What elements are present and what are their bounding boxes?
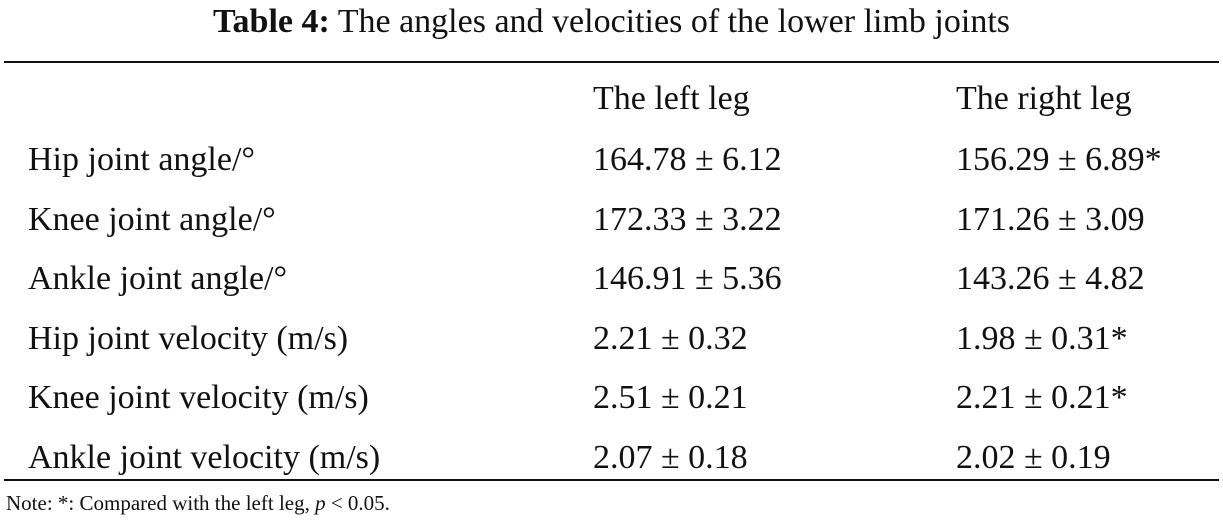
table-row: Ankle joint angle/° 146.91 ± 5.36 143.26…	[0, 249, 1223, 309]
right-leg-value: 2.02 ± 0.19	[956, 438, 1111, 476]
row-label: Knee joint velocity (m/s)	[28, 379, 369, 416]
left-leg-value: 146.91 ± 5.36	[593, 260, 782, 297]
table-row: Ankle joint velocity (m/s) 2.07 ± 0.18 2…	[0, 428, 1223, 488]
row-label: Hip joint angle/°	[28, 141, 256, 178]
column-header-right-leg: The right leg	[956, 80, 1132, 117]
row-label: Ankle joint angle/°	[28, 260, 288, 297]
table-row: Knee joint angle/° 172.33 ± 3.22 171.26 …	[0, 190, 1223, 250]
row-label: Knee joint angle/°	[28, 200, 276, 238]
left-leg-value: 2.21 ± 0.32	[593, 319, 748, 357]
row-label: Hip joint velocity (m/s)	[28, 319, 349, 357]
left-leg-value: 2.07 ± 0.18	[593, 438, 748, 476]
row-label: Ankle joint velocity (m/s)	[28, 438, 381, 476]
right-leg-value: 143.26 ± 4.82	[956, 260, 1145, 297]
table-row: Knee joint velocity (m/s) 2.51 ± 0.21 2.…	[0, 368, 1223, 428]
table-row: Hip joint velocity (m/s) 2.21 ± 0.32 1.9…	[0, 309, 1223, 369]
table-note: Note: *: Compared with the left leg, p <…	[6, 488, 390, 518]
table-top-rule	[4, 61, 1219, 63]
note-p-symbol: p	[315, 491, 326, 515]
table-row: Hip joint angle/° 164.78 ± 6.12 156.29 ±…	[0, 130, 1223, 190]
table-title: The angles and velocities of the lower l…	[337, 3, 1010, 40]
right-leg-value: 156.29 ± 6.89*	[956, 141, 1162, 178]
note-prefix: Note: *: Compared with the left leg,	[6, 491, 316, 515]
right-leg-value: 2.21 ± 0.21*	[956, 379, 1128, 416]
table-body: Hip joint angle/° 164.78 ± 6.12 156.29 ±…	[0, 130, 1223, 487]
table-header-row: The left leg The right leg	[0, 70, 1223, 128]
right-leg-value: 171.26 ± 3.09	[956, 200, 1145, 238]
table-caption: Table 4: The angles and velocities of th…	[0, 2, 1223, 42]
left-leg-value: 2.51 ± 0.21	[593, 379, 748, 416]
left-leg-value: 172.33 ± 3.22	[593, 200, 782, 238]
left-leg-value: 164.78 ± 6.12	[593, 141, 782, 178]
note-suffix: < 0.05.	[325, 491, 390, 515]
table-number: Table 4:	[213, 3, 330, 40]
right-leg-value: 1.98 ± 0.31*	[956, 319, 1128, 357]
column-header-left-leg: The left leg	[593, 80, 750, 117]
table-bottom-rule	[4, 479, 1219, 481]
